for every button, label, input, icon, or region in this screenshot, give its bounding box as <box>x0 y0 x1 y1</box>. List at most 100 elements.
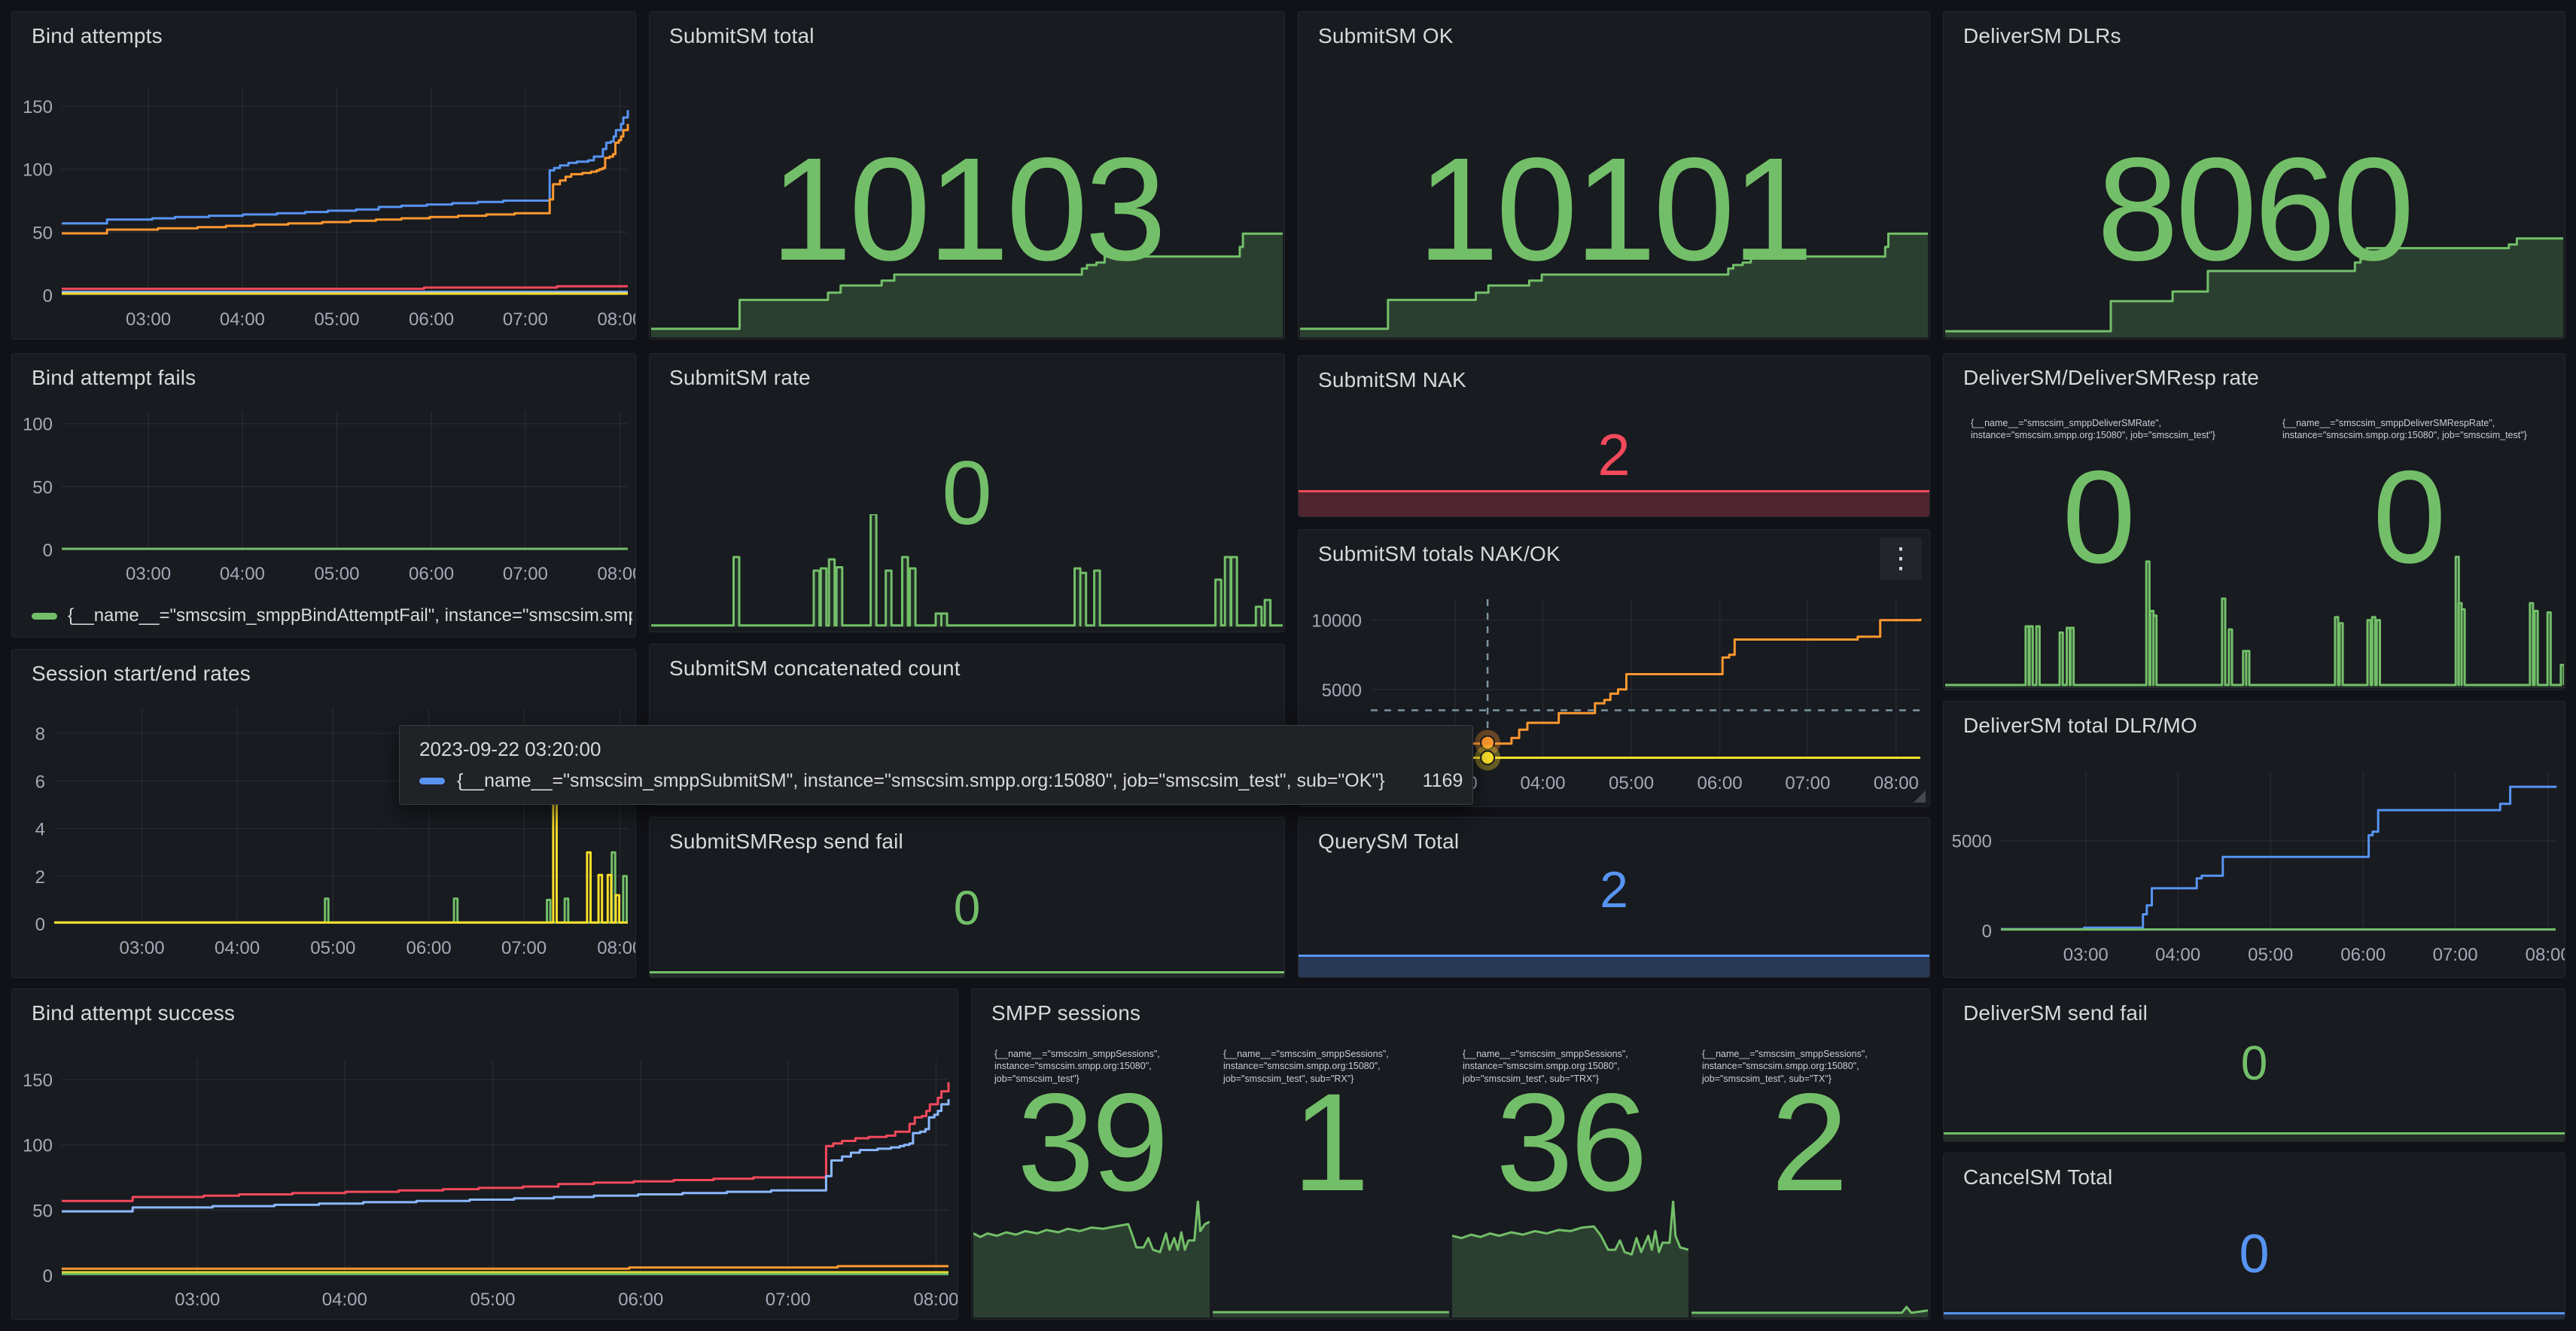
svg-text:03:00: 03:00 <box>126 564 171 584</box>
svg-text:06:00: 06:00 <box>1698 773 1743 793</box>
submitsm-ok-sparkline <box>1300 217 1928 337</box>
svg-text:05:00: 05:00 <box>1609 773 1654 793</box>
svg-text:03:00: 03:00 <box>175 1290 220 1310</box>
panel-title[interactable]: DeliverSM DLRs <box>1963 24 2121 47</box>
series-label: {__name__="smscsim_smppDeliverSMRespRate… <box>2282 418 2527 441</box>
panel-menu-icon[interactable]: ⋮ <box>1880 538 1922 580</box>
svg-text:07:00: 07:00 <box>503 309 548 330</box>
svg-text:50: 50 <box>32 223 53 243</box>
tooltip-series-pill <box>419 778 445 784</box>
smpp-sessions-tx-sparkline <box>1691 1201 1929 1317</box>
panel-title[interactable]: Session start/end rates <box>32 662 251 685</box>
series-label: {__name__="smscsim_smppSessions", instan… <box>994 1049 1160 1084</box>
svg-text:07:00: 07:00 <box>503 564 548 584</box>
panel-cancelsm-total: CancelSM Total 0 <box>1943 1153 2565 1320</box>
svg-text:0: 0 <box>43 1266 53 1287</box>
panel-title[interactable]: QuerySM Total <box>1318 830 1460 853</box>
threshold-band <box>650 971 1284 977</box>
stat-value: 2 <box>1771 1065 1849 1220</box>
panel-title[interactable]: Bind attempt success <box>32 1001 236 1025</box>
svg-text:05:00: 05:00 <box>2248 945 2293 965</box>
stat-value: 1 <box>1292 1065 1370 1220</box>
svg-text:05:00: 05:00 <box>310 938 355 958</box>
panel-submitsm-ok: SubmitSM OK 10101 <box>1298 11 1930 340</box>
svg-text:100: 100 <box>23 415 53 435</box>
panel-title[interactable]: SubmitSMResp send fail <box>669 830 903 853</box>
panel-title[interactable]: SubmitSM total <box>669 24 815 47</box>
stat-value: 10101 <box>1417 127 1813 291</box>
panel-title[interactable]: DeliverSM/DeliverSMResp rate <box>1963 366 2260 389</box>
panel-title[interactable]: SubmitSM rate <box>669 366 811 389</box>
deliversm-dlrs-sparkline <box>1945 217 2563 337</box>
panel-resize-handle[interactable] <box>1914 790 1926 803</box>
panel-bind-attempt-success: Bind attempt success 0 50 100 150 03:00 04:00… <box>11 988 958 1320</box>
stat-value: 36 <box>1496 1065 1648 1220</box>
svg-text:04:00: 04:00 <box>220 309 265 330</box>
stat-column: {__name__="smscsim_smppSessions", instan… <box>972 989 1211 1319</box>
svg-text:04:00: 04:00 <box>1520 773 1565 793</box>
svg-text:150: 150 <box>23 97 53 117</box>
panel-title[interactable]: SubmitSM totals NAK/OK <box>1318 542 1561 565</box>
panel-smpp-sessions: SMPP sessions {__name__="smscsim_smppSes… <box>971 988 1930 1320</box>
svg-text:07:00: 07:00 <box>501 938 547 958</box>
panel-deliversm-total-dlr-mo: DeliverSM total DLR/MO 0 5000 03:00 04:00 05… <box>1943 701 2565 978</box>
svg-text:06:00: 06:00 <box>406 938 452 958</box>
stat-column: {__name__="smscsim_smppSessions", instan… <box>1211 989 1451 1319</box>
tooltip-series-label: {__name__="smscsim_smppSubmitSM", instan… <box>457 770 1385 791</box>
panel-submitsmresp-send-fail: SubmitSMResp send fail 0 <box>649 817 1285 978</box>
series-label: {__name__="smscsim_smppSessions", instan… <box>1702 1049 1868 1084</box>
svg-text:07:00: 07:00 <box>1785 773 1830 793</box>
nak-threshold-band <box>1299 490 1929 516</box>
panel-deliversm-dlrs: DeliverSM DLRs 8060 <box>1943 11 2565 340</box>
svg-text:8: 8 <box>35 724 45 745</box>
stat-value: 0 <box>953 881 981 935</box>
smpp-sessions-stats: {__name__="smscsim_smppSessions", instan… <box>972 989 1929 1319</box>
svg-text:0: 0 <box>43 541 53 561</box>
stat-column: {__name__="smscsim_smppSessions", instan… <box>1451 989 1690 1319</box>
svg-text:5000: 5000 <box>1952 832 1992 852</box>
panel-title[interactable]: Bind attempt fails <box>32 366 196 389</box>
legend-color-pill <box>32 612 57 620</box>
session-rates-chart[interactable]: 0 2 4 6 8 03:00 04:00 05:00 06:00 07:00 08:00 <box>12 650 635 977</box>
svg-text:07:00: 07:00 <box>2433 945 2478 965</box>
svg-text:150: 150 <box>23 1071 53 1091</box>
series-label: {__name__="smscsim_smppSessions", instan… <box>1463 1049 1628 1084</box>
panel-title[interactable]: DeliverSM send fail <box>1963 1001 2148 1025</box>
threshold-band <box>1944 1312 2565 1319</box>
svg-text:03:00: 03:00 <box>2063 945 2109 965</box>
deliversmresp-rate-sparkline <box>2254 534 2565 688</box>
svg-text:07:00: 07:00 <box>766 1290 811 1310</box>
panel-title[interactable]: DeliverSM total DLR/MO <box>1963 714 2197 737</box>
svg-text:08:00: 08:00 <box>1874 773 1919 793</box>
stat-value: 0 <box>2062 444 2136 591</box>
svg-text:50: 50 <box>32 477 53 498</box>
smpp-sessions-sparkline <box>973 1199 1210 1317</box>
svg-text:08:00: 08:00 <box>597 564 635 584</box>
panel-deliversm-send-fail: DeliverSM send fail 0 <box>1943 988 2565 1142</box>
panel-title[interactable]: CancelSM Total <box>1963 1165 2113 1189</box>
legend-label: {__name__="smscsim_smppBindAttemptFail",… <box>68 605 632 626</box>
svg-text:10000: 10000 <box>1311 611 1362 632</box>
svg-text:04:00: 04:00 <box>215 938 260 958</box>
svg-text:06:00: 06:00 <box>618 1290 663 1310</box>
bind-success-chart[interactable]: 0 50 100 150 03:00 04:00 05:00 06:00 07:00 08:00 <box>12 989 958 1319</box>
threshold-band <box>1944 1132 2565 1141</box>
panel-title[interactable]: SubmitSM concatenated count <box>669 656 961 680</box>
svg-text:4: 4 <box>35 820 45 840</box>
legend-item[interactable]: {__name__="smscsim_smppBindAttemptFail",… <box>32 605 632 626</box>
svg-text:06:00: 06:00 <box>409 309 454 330</box>
panel-title[interactable]: SMPP sessions <box>991 1001 1141 1025</box>
svg-text:5000: 5000 <box>1322 681 1362 701</box>
bind-fails-chart[interactable]: 0 50 100 03:00 04:00 05:00 06:00 07:00 08:00 <box>12 354 635 637</box>
svg-text:04:00: 04:00 <box>322 1290 367 1310</box>
svg-text:2: 2 <box>35 867 45 888</box>
panel-title[interactable]: SubmitSM NAK <box>1318 368 1466 391</box>
panel-title[interactable]: Bind attempts <box>32 24 163 47</box>
chart-tooltip: 2023-09-22 03:20:00 {__name__="smscsim_s… <box>399 725 1473 805</box>
svg-text:0: 0 <box>35 915 45 935</box>
panel-title[interactable]: SubmitSM OK <box>1318 24 1454 47</box>
bind-attempts-chart[interactable]: 0 50 100 150 03:00 04:00 05:00 06:00 07:00 08:00 <box>12 12 635 339</box>
dlr-mo-chart[interactable]: 0 5000 03:00 04:00 05:00 06:00 07:00 08:00 <box>1944 702 2565 977</box>
panel-bind-attempts: Bind attempts 0 50 100 150 03:00 04:00 05:00 06… <box>11 11 636 340</box>
